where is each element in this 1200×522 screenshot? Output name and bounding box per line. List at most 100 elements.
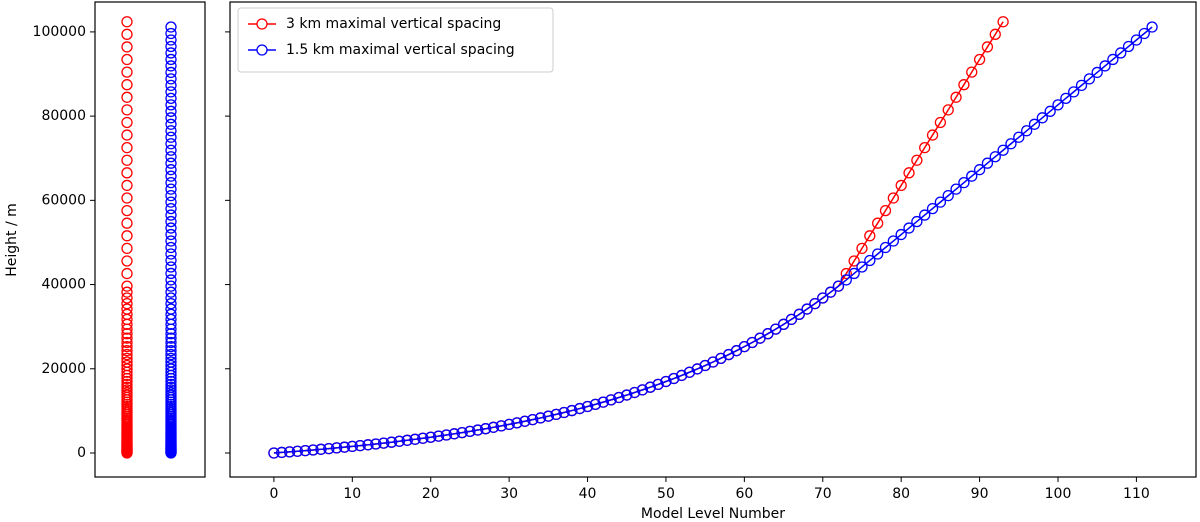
data-point: [824, 286, 837, 298]
data-point: [534, 412, 547, 424]
strip-point: [165, 228, 177, 241]
strip-point: [121, 28, 133, 40]
data-point: [934, 116, 947, 129]
data-point: [527, 413, 539, 426]
data-point: [1107, 53, 1119, 66]
x-tick-label: 70: [814, 486, 832, 502]
data-point: [495, 420, 507, 432]
data-point: [370, 438, 382, 450]
data-point: [942, 104, 954, 116]
data-point: [903, 222, 915, 234]
data-point: [472, 424, 484, 436]
x-tick-label: 0: [269, 486, 278, 502]
strip-point: [121, 359, 133, 372]
series-line: [273, 21, 1004, 454]
data-point: [895, 179, 907, 192]
strip-point: [121, 116, 133, 129]
strip-point: [165, 248, 177, 260]
data-point: [856, 242, 868, 255]
data-point: [644, 381, 656, 393]
data-point: [1005, 138, 1017, 150]
data-point: [966, 170, 978, 182]
data-point: [864, 254, 876, 267]
data-point: [879, 241, 892, 254]
data-point: [989, 151, 1001, 163]
data-point: [479, 423, 492, 435]
data-point: [542, 410, 554, 422]
strip-point: [121, 66, 133, 78]
data-point: [417, 432, 429, 444]
data-point: [958, 79, 970, 91]
strip-point: [165, 274, 177, 286]
data-point: [973, 53, 986, 66]
strip-point: [165, 27, 177, 40]
data-point: [1146, 21, 1158, 33]
y-tick-label: 80000: [41, 108, 86, 124]
data-point: [291, 445, 304, 457]
strip-point: [165, 352, 177, 365]
x-tick-label: 50: [657, 486, 675, 502]
data-point: [817, 292, 829, 304]
data-point: [409, 433, 421, 445]
data-point: [966, 66, 978, 78]
data-point: [299, 444, 311, 457]
legend-box: [237, 7, 554, 73]
data-point: [581, 400, 594, 413]
strip-point: [165, 202, 177, 215]
data-point: [574, 402, 586, 415]
strip-point: [121, 79, 133, 91]
strip-point: [165, 340, 177, 353]
data-point: [848, 267, 860, 280]
strip-point: [121, 297, 133, 310]
data-point: [1130, 34, 1143, 46]
y-tick-label: 40000: [41, 277, 86, 293]
data-point: [1091, 66, 1103, 79]
data-point: [872, 248, 884, 260]
strip-point: [165, 66, 177, 79]
x-tick-label: 40: [579, 486, 597, 502]
data-point: [832, 280, 845, 292]
strip-point: [165, 332, 177, 344]
data-point: [393, 435, 406, 447]
x-tick-label: 20: [422, 486, 440, 502]
data-point: [354, 439, 366, 452]
data-point: [1044, 105, 1056, 117]
data-point: [652, 378, 664, 391]
data-point: [432, 430, 445, 442]
data-point: [589, 398, 602, 411]
x-tick-label: 100: [1045, 486, 1072, 502]
legend-marker: [256, 18, 268, 30]
data-point: [425, 431, 437, 443]
data-point: [911, 215, 923, 228]
strip-point: [121, 384, 133, 396]
strip-point: [165, 381, 177, 393]
strip-point: [165, 79, 177, 92]
strip-point: [165, 40, 177, 53]
strip-point: [165, 261, 177, 273]
data-point: [903, 167, 915, 179]
data-point: [315, 443, 327, 455]
data-point: [950, 183, 962, 195]
strip-point: [165, 254, 177, 267]
data-point: [511, 417, 523, 429]
strip-point: [165, 196, 177, 208]
data-point: [613, 391, 625, 404]
strip-point: [165, 286, 177, 298]
strip-point: [165, 308, 177, 320]
legend-label: 3 km maximal vertical spacing: [286, 16, 501, 32]
strip-point: [121, 381, 133, 393]
x-tick-label: 10: [343, 486, 361, 502]
strip-point: [121, 167, 133, 179]
data-point: [997, 144, 1009, 156]
data-point: [519, 415, 531, 427]
strip-panel-frame: [94, 1, 206, 478]
data-point: [911, 154, 923, 166]
strip-point: [165, 21, 177, 33]
data-point: [385, 436, 398, 448]
strip-point: [165, 144, 177, 156]
data-point: [362, 439, 374, 451]
strip-point: [121, 348, 133, 361]
strip-point: [121, 332, 133, 344]
strip-point: [165, 267, 177, 280]
data-point: [777, 318, 790, 330]
